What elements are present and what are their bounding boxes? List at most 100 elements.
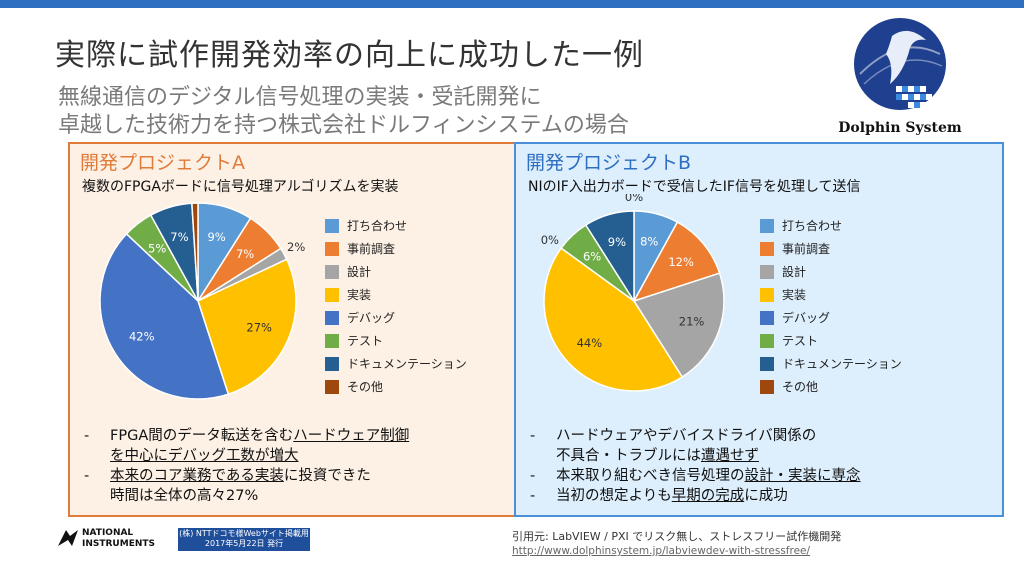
pie-data-label: 42%	[129, 330, 155, 344]
bullet-line: - 当初の想定よりも早期の完成に成功	[530, 486, 861, 506]
legend-label: その他	[347, 380, 384, 394]
legend-label: 事前調査	[347, 242, 396, 256]
pie-slice	[191, 202, 199, 302]
badge-line-1: (株) NTTドコモ様Webサイト掲載用	[179, 529, 309, 538]
pie-slice	[543, 247, 684, 392]
pie-slice	[632, 272, 725, 379]
pie-slice	[584, 210, 635, 304]
legend-swatch	[760, 219, 774, 233]
bullet-text: 本来取り組むべき信号処理の	[556, 468, 745, 484]
bullet-text: 不具合・トラブルには	[556, 448, 701, 464]
legend-swatch	[760, 380, 774, 394]
pie-data-label: 44%	[577, 336, 603, 350]
dolphin-system-logo: Dolphin System	[830, 14, 970, 144]
legend-swatch	[325, 219, 339, 233]
bullet-text: 当初の想定よりも	[556, 488, 672, 504]
pie-data-label: 9%	[207, 230, 225, 244]
pie-data-label: 21%	[679, 315, 705, 329]
legend-swatch	[760, 265, 774, 279]
pie-data-label: 8%	[640, 235, 658, 249]
legend-label: デバッグ	[782, 311, 831, 325]
pie-data-label: 2%	[287, 240, 305, 254]
bullet-dash: -	[530, 428, 536, 444]
project-b-title: 開発プロジェクトB	[526, 152, 692, 174]
project-b-panel: 開発プロジェクトB NIのIF入出力ボードで受信したIF信号を処理して送信 8%…	[514, 142, 1004, 517]
pie-data-label: 7%	[170, 230, 188, 244]
pie-data-label: 0%	[541, 233, 559, 247]
pie-data-label: 5%	[148, 241, 166, 255]
legend-label: 実装	[347, 288, 372, 302]
source-link[interactable]: http://www.dolphinsystem.jp/labviewdev-w…	[512, 545, 811, 557]
legend-label: 設計	[347, 265, 372, 279]
pie-data-label: 9%	[608, 235, 626, 249]
legend-swatch	[760, 357, 774, 371]
project-a-description: 複数のFPGAボードに信号処理アルゴリズムを実装	[82, 179, 399, 195]
publication-badge: (株) NTTドコモ様Webサイト掲載用 2017年5月22日 発行	[178, 528, 310, 551]
pie-slice	[632, 221, 721, 303]
project-b-pie-chart: 8% 12% 21% 44% 0% 6% 9% 0%	[541, 194, 725, 392]
legend-label: 打ち合わせ	[782, 219, 843, 233]
legend-swatch	[760, 242, 774, 256]
dolphin-logo-icon	[854, 18, 946, 110]
legend-label: ドキュメンテーション	[782, 357, 902, 371]
bullet-dash: -	[84, 428, 90, 444]
legend-label: 打ち合わせ	[347, 219, 408, 233]
bullet-underlined-text: 遭遇せず	[701, 448, 759, 464]
project-a-bullets: - FPGA間のデータ転送を含むハードウェア制御 を中心にデバッグ工数が増大 - 本…	[84, 426, 409, 506]
pie-data-label: 7%	[236, 247, 254, 261]
project-b-description: NIのIF入出力ボードで受信したIF信号を処理して送信	[528, 179, 861, 195]
pie-data-label: 1%	[185, 194, 203, 196]
legend-swatch	[325, 288, 339, 302]
bullet-dash: -	[530, 488, 536, 504]
project-b-bullets: - ハードウェアやデバイスドライバ関係の 不具合・トラブルには遭遇せず - 本来取り…	[530, 426, 861, 506]
ni-eagle-icon	[58, 530, 78, 546]
project-a-pie-chart: 9% 7% 2% 27% 42% 5% 7% 1%	[99, 194, 305, 400]
bullet-underlined-text: ハードウェア制御	[293, 428, 410, 444]
slide-title: 実際に試作開発効率の向上に成功した一例	[55, 38, 644, 73]
top-accent-bar	[0, 0, 1024, 8]
badge-line-2: 2017年5月22日 発行	[204, 539, 284, 548]
bullet-line: - FPGA間のデータ転送を含むハードウェア制御	[84, 426, 409, 446]
pie-data-label: 6%	[583, 249, 601, 263]
legend-swatch	[325, 242, 339, 256]
legend-swatch	[760, 311, 774, 325]
bullet-text: FPGA間のデータ転送を含む	[110, 428, 294, 444]
pie-slice	[197, 258, 297, 396]
legend-label: 実装	[782, 288, 807, 302]
ni-wordmark: NATIONAL INSTRUMENTS	[82, 528, 155, 550]
legend-swatch	[760, 288, 774, 302]
bullet-dash: -	[84, 468, 90, 484]
pie-data-label: 12%	[668, 255, 694, 269]
legend-swatch	[325, 357, 339, 371]
project-a-title: 開発プロジェクトA	[80, 152, 245, 174]
project-a-panel: 開発プロジェクトA 複数のFPGAボードに信号処理アルゴリズムを実装 9% 7% 2…	[68, 142, 558, 517]
bullet-text: に投資できた	[283, 468, 371, 484]
legend-swatch	[325, 265, 339, 279]
pie-data-label: 0%	[625, 194, 643, 204]
pie-slice	[99, 232, 230, 400]
bullet-line: - 本来のコア業務である実装に投資できた	[84, 466, 409, 486]
bullet-line: を中心にデバッグ工数が増大	[84, 446, 409, 466]
legend-swatch	[760, 334, 774, 348]
bullet-line: 時間は全体の高々27%	[84, 486, 409, 506]
bullet-dash: -	[530, 468, 536, 484]
bullet-text: 時間は全体の高々27%	[110, 488, 259, 504]
bullet-line: - ハードウェアやデバイスドライバ関係の	[530, 426, 861, 446]
bullet-underlined-text: を中心にデバッグ工数が増大	[110, 448, 299, 464]
legend-label: テスト	[347, 334, 384, 348]
legend-label: ドキュメンテーション	[347, 357, 467, 371]
national-instruments-logo: NATIONAL INSTRUMENTS	[56, 526, 168, 556]
bullet-line: - 本来取り組むべき信号処理の設計・実装に専念	[530, 466, 861, 486]
bullet-text: ハードウェアやデバイスドライバ関係の	[556, 428, 817, 444]
ni-wordmark-line-1: NATIONAL	[82, 528, 134, 538]
legend-label: その他	[782, 380, 819, 394]
legend-label: 事前調査	[782, 242, 831, 256]
legend-swatch	[325, 380, 339, 394]
legend-label: デバッグ	[347, 311, 396, 325]
ni-wordmark-line-2: INSTRUMENTS	[82, 539, 155, 549]
legend-swatch	[325, 311, 339, 325]
legend-label: テスト	[782, 334, 819, 348]
citation-text: 引用元: LabVIEW / PXI でリスク無し、ストレスフリー試作機開発	[512, 530, 842, 543]
bullet-underlined-text: 本来のコア業務である実装	[110, 468, 284, 484]
